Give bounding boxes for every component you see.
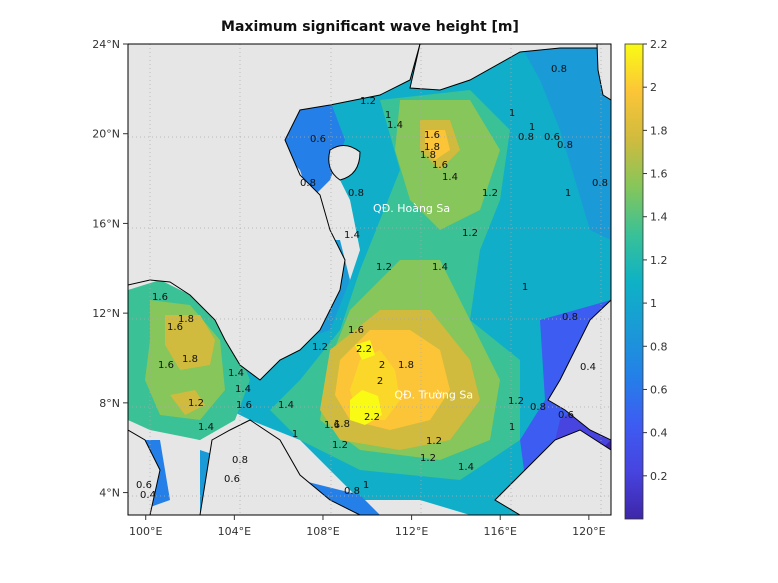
- lat-tick-label: 12°N: [92, 307, 120, 320]
- contour-label: 1.2: [420, 453, 436, 464]
- contour-label: 1.8: [420, 150, 436, 161]
- lon-tick-label: 100°E: [129, 525, 162, 538]
- lat-tick-label: 24°N: [92, 38, 120, 51]
- contour-label: 1.4: [344, 230, 360, 241]
- contour-label: 0.6: [310, 134, 326, 145]
- contour-label: 1.2: [482, 188, 498, 199]
- lat-tick-label: 4°N: [99, 487, 120, 500]
- contour-label: 1.2: [426, 436, 442, 447]
- contour-label: 1.4: [442, 172, 458, 183]
- colorbar-tick-label: 0.4: [650, 427, 668, 440]
- contour-label: 1: [509, 108, 515, 119]
- contour-label: 1.6: [424, 130, 440, 141]
- contour-label: 1.2: [462, 228, 478, 239]
- place-names: QĐ. Hoàng Sa QĐ. Trường Sa: [373, 202, 473, 401]
- contour-label: 1: [363, 480, 369, 491]
- contour-label: 0.6: [136, 480, 152, 491]
- contour-label: 1.6: [167, 322, 183, 333]
- contour-label: 1: [522, 282, 528, 293]
- lon-tick-label: 108°E: [306, 525, 339, 538]
- contour-label: 2.2: [356, 344, 372, 355]
- contour-label: 1.4: [458, 462, 474, 473]
- contour-label: 1.4: [235, 384, 251, 395]
- contour-label: 1: [565, 188, 571, 199]
- contour-label: 1.2: [360, 96, 376, 107]
- colorbar-tick-label: 0.6: [650, 383, 668, 396]
- colorbar-tick-label: 1.4: [650, 211, 668, 224]
- colorbar-tick-label: 1: [650, 297, 657, 310]
- place-label: QĐ. Hoàng Sa: [373, 202, 450, 215]
- colorbar-tick-label: 1.2: [650, 254, 668, 267]
- contour-label: 0.4: [580, 362, 596, 373]
- contour-label: 2: [379, 360, 385, 371]
- contour-labels: 0.60.80.811.21.41.61.81.81.61.41.210.8 0.…: [136, 64, 608, 501]
- contour-label: 0.6: [224, 474, 240, 485]
- contour-label: 2.2: [364, 412, 380, 423]
- contour-label: 1.8: [182, 354, 198, 365]
- colorbar-ticks: 2.2 2 1.8 1.6 1.4 1.2 1 0.8 0.6 0.4 0.2: [643, 38, 668, 483]
- contour-label: 1.4: [387, 120, 403, 131]
- lon-tick-label: 120°E: [572, 525, 605, 538]
- colorbar-tick-label: 2.2: [650, 38, 668, 51]
- contour-label: 0.8: [551, 64, 567, 75]
- colorbar-tick-label: 1.8: [650, 124, 668, 137]
- contour-label: 1.8: [398, 360, 414, 371]
- map-frame: [127, 43, 612, 516]
- colorbar-tick-label: 0.2: [650, 470, 668, 483]
- map-title: Maximum significant wave height [m]: [221, 19, 519, 35]
- contour-label: 1: [385, 110, 391, 121]
- contour-label: 1.6: [432, 160, 448, 171]
- map-grid: [128, 44, 611, 515]
- contour-label: 0.8: [232, 455, 248, 466]
- latitude-ticks: 24°N 20°N 16°N 12°N 8°N 4°N: [92, 38, 128, 500]
- wave-field: [128, 44, 611, 515]
- lon-tick-label: 104°E: [218, 525, 251, 538]
- lon-tick-label: 116°E: [483, 525, 516, 538]
- contour-label: 1.6: [158, 360, 174, 371]
- contour-label: 1.2: [376, 262, 392, 273]
- contour-label: 1.2: [508, 396, 524, 407]
- contour-label: 1.4: [278, 400, 294, 411]
- place-label: QĐ. Trường Sa: [394, 388, 473, 401]
- contour-label: 1: [509, 422, 515, 433]
- contour-label: 1.8: [424, 142, 440, 153]
- contour-label: 1.6: [324, 420, 340, 431]
- contour-label: 0.4: [140, 490, 156, 501]
- contour-label: 1.2: [332, 440, 348, 451]
- contour-label: 1.6: [152, 292, 168, 303]
- contour-label: 1.6: [236, 400, 252, 411]
- lat-tick-label: 20°N: [92, 128, 120, 141]
- contour-label: 1.4: [228, 368, 244, 379]
- colorbar-tick-label: 0.8: [650, 340, 668, 353]
- lon-tick-label: 112°E: [395, 525, 428, 538]
- contour-label: 0.8: [592, 178, 608, 189]
- colorbar-tick-label: 2: [650, 81, 657, 94]
- contour-label: 1.2: [312, 342, 328, 353]
- contour-label: 0.8: [530, 402, 546, 413]
- contour-label: 0.8: [562, 312, 578, 323]
- contour-label: 2: [377, 376, 383, 387]
- contour-label: 1.8: [178, 314, 194, 325]
- lat-tick-label: 16°N: [92, 217, 120, 230]
- lat-tick-label: 8°N: [99, 397, 120, 410]
- contour-label: 1: [529, 122, 535, 133]
- contour-label: 0.8: [518, 132, 534, 143]
- colorbar-tick-label: 1.6: [650, 168, 668, 181]
- contour-label: 0.8: [557, 140, 573, 151]
- contour-label: 0.8: [344, 486, 360, 497]
- contour-label: 0.6: [558, 410, 574, 421]
- contour-label: 0.8: [300, 178, 316, 189]
- contour-label: 1.4: [198, 422, 214, 433]
- contour-label: 1.2: [188, 398, 204, 409]
- contour-label: 0.8: [348, 188, 364, 199]
- longitude-ticks: 100°E 104°E 108°E 112°E 116°E 120°E: [129, 515, 606, 538]
- contour-label: 1: [292, 429, 298, 440]
- contour-label: 1.4: [432, 262, 448, 273]
- colorbar: [624, 43, 644, 520]
- contour-label: 0.6: [544, 132, 560, 143]
- contour-label: 1.6: [348, 325, 364, 336]
- contour-label: 1.8: [334, 419, 350, 430]
